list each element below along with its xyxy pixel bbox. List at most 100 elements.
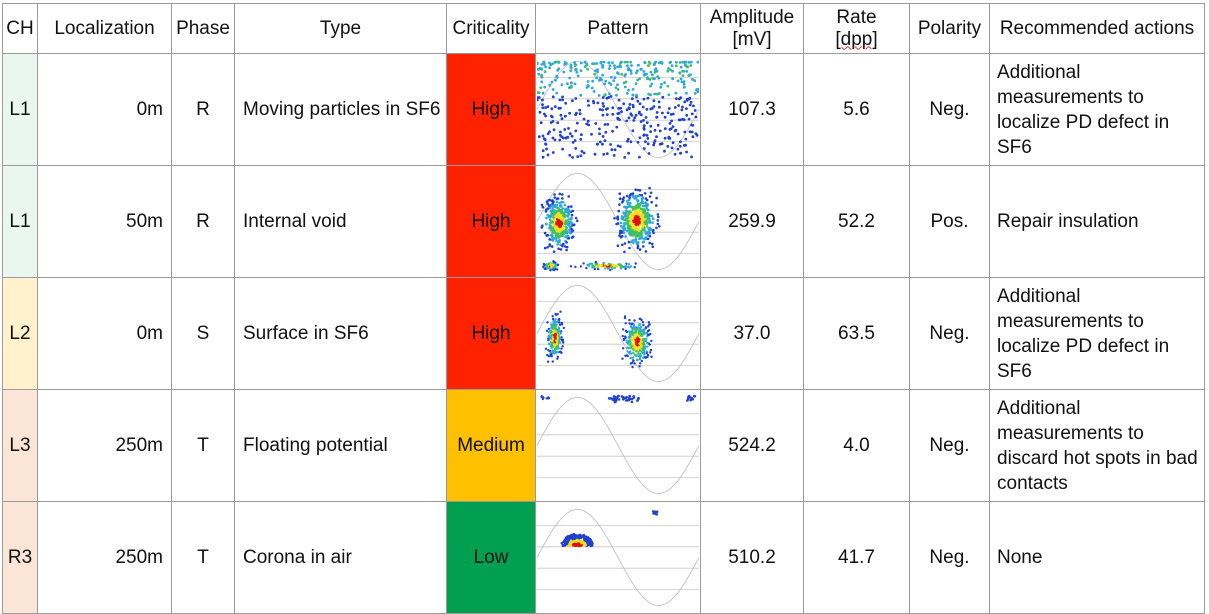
rate-value: 63.5 bbox=[838, 322, 875, 344]
header-rate: Rate [dpp] bbox=[803, 3, 910, 54]
actions-value: Repair insulation bbox=[997, 211, 1139, 232]
table-row: L1 50m R Internal void High 259.9 52.2 P… bbox=[2, 165, 1205, 278]
criticality-value: High bbox=[471, 322, 511, 344]
polarity-value: Neg. bbox=[929, 546, 970, 568]
pattern-thumbnail bbox=[537, 280, 699, 387]
pattern-thumbnail bbox=[537, 56, 699, 163]
ch-value: R3 bbox=[7, 546, 33, 568]
cell-ch: L2 bbox=[2, 277, 38, 390]
table-row: L3 250m T Floating potential Medium 524.… bbox=[2, 389, 1205, 502]
header-pattern: Pattern bbox=[535, 3, 701, 54]
polarity-value: Neg. bbox=[929, 434, 970, 456]
cell-criticality: Low bbox=[446, 501, 536, 614]
cell-ch: L1 bbox=[2, 165, 38, 278]
cell-amplitude: 107.3 bbox=[700, 53, 804, 166]
header-criticality: Criticality bbox=[446, 3, 536, 54]
criticality-value: High bbox=[471, 98, 511, 120]
cell-polarity: Neg. bbox=[909, 389, 990, 502]
phase-value: T bbox=[197, 546, 209, 568]
type-value: Internal void bbox=[243, 211, 347, 232]
cell-phase: T bbox=[171, 501, 235, 614]
cell-phase: R bbox=[171, 53, 235, 166]
cell-polarity: Neg. bbox=[909, 501, 990, 614]
cell-phase: S bbox=[171, 277, 235, 390]
actions-value: Additional measurements to discard hot s… bbox=[997, 397, 1198, 494]
cell-actions: Additional measurements to discard hot s… bbox=[989, 389, 1205, 502]
amplitude-value: 107.3 bbox=[728, 98, 776, 120]
header-localization: Localization bbox=[37, 3, 172, 54]
cell-ch: R3 bbox=[2, 501, 38, 614]
cell-amplitude: 524.2 bbox=[700, 389, 804, 502]
header-row: CH Localization Phase Type Criticality P… bbox=[2, 3, 1205, 54]
criticality-value: High bbox=[471, 210, 511, 232]
ch-value: L3 bbox=[9, 434, 31, 456]
type-value: Surface in SF6 bbox=[243, 323, 369, 344]
cell-pattern bbox=[535, 165, 701, 278]
rate-value: 5.6 bbox=[843, 98, 870, 120]
rate-value: 52.2 bbox=[838, 210, 875, 232]
actions-value: Additional measurements to localize PD d… bbox=[997, 61, 1170, 158]
cell-type: Floating potential bbox=[234, 389, 447, 502]
actions-value: Additional measurements to localize PD d… bbox=[997, 285, 1170, 382]
polarity-value: Neg. bbox=[929, 98, 970, 120]
cell-type: Moving particles in SF6 bbox=[234, 53, 447, 166]
cell-criticality: High bbox=[446, 277, 536, 390]
ch-value: L2 bbox=[9, 322, 31, 344]
cell-amplitude: 510.2 bbox=[700, 501, 804, 614]
polarity-value: Neg. bbox=[929, 322, 970, 344]
cell-localization: 250m bbox=[37, 389, 172, 502]
amplitude-value: 259.9 bbox=[728, 210, 776, 232]
cell-ch: L3 bbox=[2, 389, 38, 502]
criticality-value: Medium bbox=[457, 434, 525, 456]
polarity-value: Pos. bbox=[930, 210, 969, 232]
rate-value: 41.7 bbox=[838, 546, 875, 568]
phase-value: R bbox=[196, 98, 210, 120]
cell-rate: 63.5 bbox=[803, 277, 910, 390]
cell-amplitude: 37.0 bbox=[700, 277, 804, 390]
cell-phase: T bbox=[171, 389, 235, 502]
amplitude-value: 524.2 bbox=[728, 434, 776, 456]
cell-pattern bbox=[535, 53, 701, 166]
localization-value: 0m bbox=[136, 98, 163, 120]
cell-pattern bbox=[535, 501, 701, 614]
cell-type: Corona in air bbox=[234, 501, 447, 614]
phase-value: T bbox=[197, 434, 209, 456]
header-polarity: Polarity bbox=[909, 3, 990, 54]
type-value: Floating potential bbox=[243, 435, 388, 456]
cell-polarity: Neg. bbox=[909, 53, 990, 166]
cell-actions: Additional measurements to localize PD d… bbox=[989, 277, 1205, 390]
localization-value: 50m bbox=[126, 210, 163, 232]
cell-actions: Repair insulation bbox=[989, 165, 1205, 278]
cell-pattern bbox=[535, 277, 701, 390]
table-row: L1 0m R Moving particles in SF6 High 107… bbox=[2, 53, 1205, 166]
cell-ch: L1 bbox=[2, 53, 38, 166]
cell-pattern bbox=[535, 389, 701, 502]
cell-type: Surface in SF6 bbox=[234, 277, 447, 390]
type-value: Corona in air bbox=[243, 547, 352, 568]
header-type: Type bbox=[234, 3, 447, 54]
localization-value: 250m bbox=[115, 546, 163, 568]
pattern-thumbnail bbox=[537, 504, 699, 611]
table-row: R3 250m T Corona in air Low 510.2 41.7 N… bbox=[2, 501, 1205, 614]
header-amplitude-unit: [mV] bbox=[732, 28, 772, 50]
table-row: L2 0m S Surface in SF6 High 37.0 63.5 Ne… bbox=[2, 277, 1205, 390]
header-rate-unit: [dpp] bbox=[835, 28, 878, 50]
cell-localization: 0m bbox=[37, 277, 172, 390]
cell-criticality: High bbox=[446, 53, 536, 166]
pattern-thumbnail bbox=[537, 168, 699, 275]
pd-diagnosis-table: CH Localization Phase Type Criticality P… bbox=[2, 3, 1205, 614]
header-ch: CH bbox=[2, 3, 38, 54]
actions-value: None bbox=[997, 547, 1043, 568]
header-amplitude: Amplitude [mV] bbox=[700, 3, 804, 54]
cell-localization: 50m bbox=[37, 165, 172, 278]
localization-value: 250m bbox=[115, 434, 163, 456]
cell-rate: 52.2 bbox=[803, 165, 910, 278]
cell-criticality: Medium bbox=[446, 389, 536, 502]
cell-actions: None bbox=[989, 501, 1205, 614]
cell-localization: 0m bbox=[37, 53, 172, 166]
cell-rate: 5.6 bbox=[803, 53, 910, 166]
ch-value: L1 bbox=[9, 210, 31, 232]
type-value: Moving particles in SF6 bbox=[243, 99, 441, 120]
header-rate-label: Rate bbox=[836, 6, 877, 28]
cell-rate: 41.7 bbox=[803, 501, 910, 614]
